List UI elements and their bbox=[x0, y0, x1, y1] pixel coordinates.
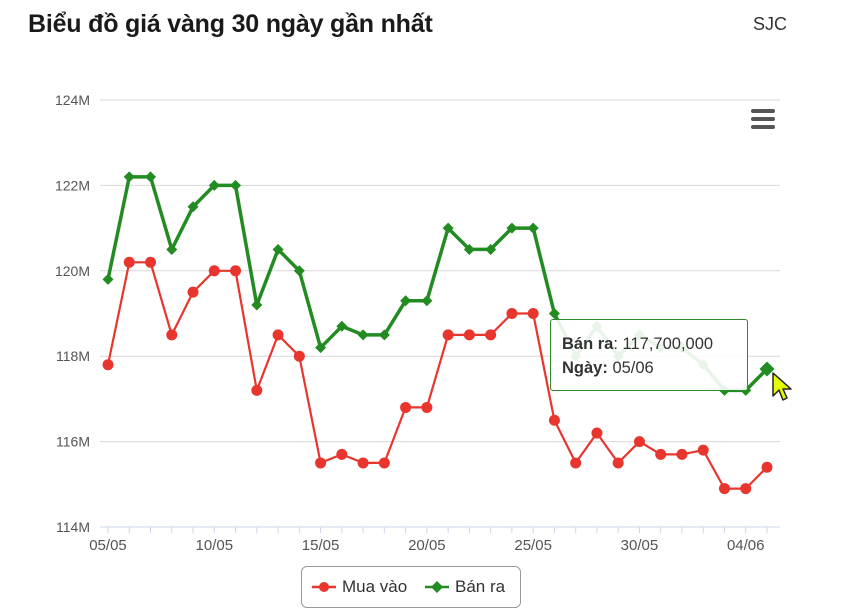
data-point[interactable] bbox=[123, 256, 135, 268]
data-point[interactable] bbox=[102, 359, 114, 371]
data-point[interactable] bbox=[506, 308, 518, 319]
data-point[interactable] bbox=[145, 171, 157, 183]
x-tick-label: 10/05 bbox=[196, 537, 234, 554]
diamond-marker-icon bbox=[425, 581, 449, 593]
y-tick-label: 122M bbox=[55, 177, 90, 193]
data-point[interactable] bbox=[421, 401, 433, 413]
data-point[interactable] bbox=[570, 457, 582, 469]
series-sell bbox=[102, 171, 775, 396]
data-point[interactable] bbox=[442, 329, 454, 341]
chart-legend: Mua vào Bán ra bbox=[301, 566, 521, 608]
data-point[interactable] bbox=[655, 448, 667, 460]
data-point[interactable] bbox=[102, 273, 114, 285]
data-point[interactable] bbox=[506, 222, 518, 234]
data-point[interactable] bbox=[378, 457, 390, 469]
data-point[interactable] bbox=[357, 457, 369, 469]
tooltip-date-row: Ngày: 05/06 bbox=[562, 356, 747, 380]
data-point[interactable] bbox=[697, 444, 709, 456]
data-point[interactable] bbox=[230, 265, 242, 277]
data-point[interactable] bbox=[251, 384, 263, 396]
data-point[interactable] bbox=[527, 308, 539, 319]
x-tick-label: 05/05 bbox=[89, 537, 127, 554]
y-tick-label: 116M bbox=[56, 434, 90, 450]
data-point[interactable] bbox=[548, 308, 560, 319]
tooltip-series-value: 117,700,000 bbox=[622, 335, 714, 353]
brand-label: SJC bbox=[753, 14, 788, 34]
data-point[interactable] bbox=[123, 171, 135, 183]
legend-label-buy: Mua vào bbox=[342, 577, 408, 596]
data-point[interactable] bbox=[272, 329, 284, 341]
circle-marker-icon bbox=[312, 582, 336, 592]
data-point[interactable] bbox=[442, 222, 454, 234]
x-tick-label: 25/05 bbox=[514, 537, 552, 554]
data-point[interactable] bbox=[378, 329, 390, 341]
legend-item-buy[interactable]: Mua vào bbox=[312, 567, 407, 607]
chart-tooltip: Bán ra: 117,700,000 Ngày: 05/06 bbox=[550, 319, 748, 391]
tooltip-series-label: Bán ra bbox=[562, 335, 614, 353]
x-tick-label: 04/06 bbox=[727, 537, 765, 554]
data-point[interactable] bbox=[230, 179, 242, 191]
data-point[interactable] bbox=[527, 222, 539, 234]
data-point[interactable] bbox=[293, 350, 305, 362]
data-point[interactable] bbox=[208, 265, 220, 277]
tooltip-series-row: Bán ra: 117,700,000 bbox=[562, 335, 714, 353]
data-point[interactable] bbox=[591, 427, 603, 439]
data-point[interactable] bbox=[187, 286, 199, 298]
data-point[interactable] bbox=[315, 457, 327, 469]
data-point[interactable] bbox=[740, 483, 752, 495]
data-point[interactable] bbox=[485, 329, 497, 341]
data-point[interactable] bbox=[612, 457, 624, 469]
data-point[interactable] bbox=[463, 329, 475, 341]
y-tick-label: 124M bbox=[55, 92, 90, 108]
tooltip-date-value: 05/06 bbox=[612, 359, 654, 377]
data-point[interactable] bbox=[761, 461, 773, 473]
page-title: Biểu đồ giá vàng 30 ngày gần nhất bbox=[28, 10, 433, 38]
data-point[interactable] bbox=[357, 329, 369, 341]
data-point[interactable] bbox=[485, 243, 497, 255]
data-point[interactable] bbox=[293, 265, 305, 277]
data-point[interactable] bbox=[166, 329, 178, 341]
data-point[interactable] bbox=[421, 295, 433, 307]
legend-label-sell: Bán ra bbox=[455, 577, 506, 596]
legend-item-sell[interactable]: Bán ra bbox=[425, 567, 505, 607]
data-point[interactable] bbox=[718, 483, 730, 495]
y-tick-label: 114M bbox=[56, 519, 90, 535]
hamburger-menu-bar bbox=[751, 125, 775, 129]
x-tick-label: 20/05 bbox=[408, 537, 446, 554]
tooltip-date-label: Ngày: bbox=[562, 359, 608, 377]
hamburger-menu-icon bbox=[751, 109, 775, 113]
x-tick-label: 30/05 bbox=[621, 537, 659, 554]
data-point[interactable] bbox=[400, 401, 412, 413]
x-tick-label: 15/05 bbox=[302, 537, 340, 554]
data-point[interactable] bbox=[633, 436, 645, 448]
data-point[interactable] bbox=[272, 243, 284, 255]
data-point[interactable] bbox=[187, 201, 199, 213]
chart-menu-button[interactable] bbox=[746, 106, 780, 132]
data-point[interactable] bbox=[208, 179, 220, 191]
data-point[interactable] bbox=[336, 448, 348, 460]
hamburger-menu-bar bbox=[751, 117, 775, 121]
data-point[interactable] bbox=[315, 342, 327, 354]
data-point[interactable] bbox=[548, 414, 560, 426]
series-buy bbox=[102, 256, 773, 495]
data-point[interactable] bbox=[463, 243, 475, 255]
grid-layer bbox=[100, 99, 780, 528]
y-tick-label: 120M bbox=[55, 263, 90, 279]
axis-layer: 114M 116M 118M 120M 122M 124M 05/05 10/05 15/05 2… bbox=[55, 92, 780, 554]
data-point[interactable] bbox=[145, 256, 157, 268]
series-layer bbox=[102, 171, 775, 495]
data-point[interactable] bbox=[336, 320, 348, 332]
data-point[interactable] bbox=[251, 299, 263, 311]
data-point[interactable] bbox=[759, 361, 775, 377]
mouse-pointer-icon bbox=[772, 372, 792, 401]
data-point[interactable] bbox=[400, 295, 412, 307]
y-tick-label: 118M bbox=[56, 348, 90, 364]
data-point[interactable] bbox=[676, 448, 688, 460]
data-point[interactable] bbox=[166, 243, 178, 255]
